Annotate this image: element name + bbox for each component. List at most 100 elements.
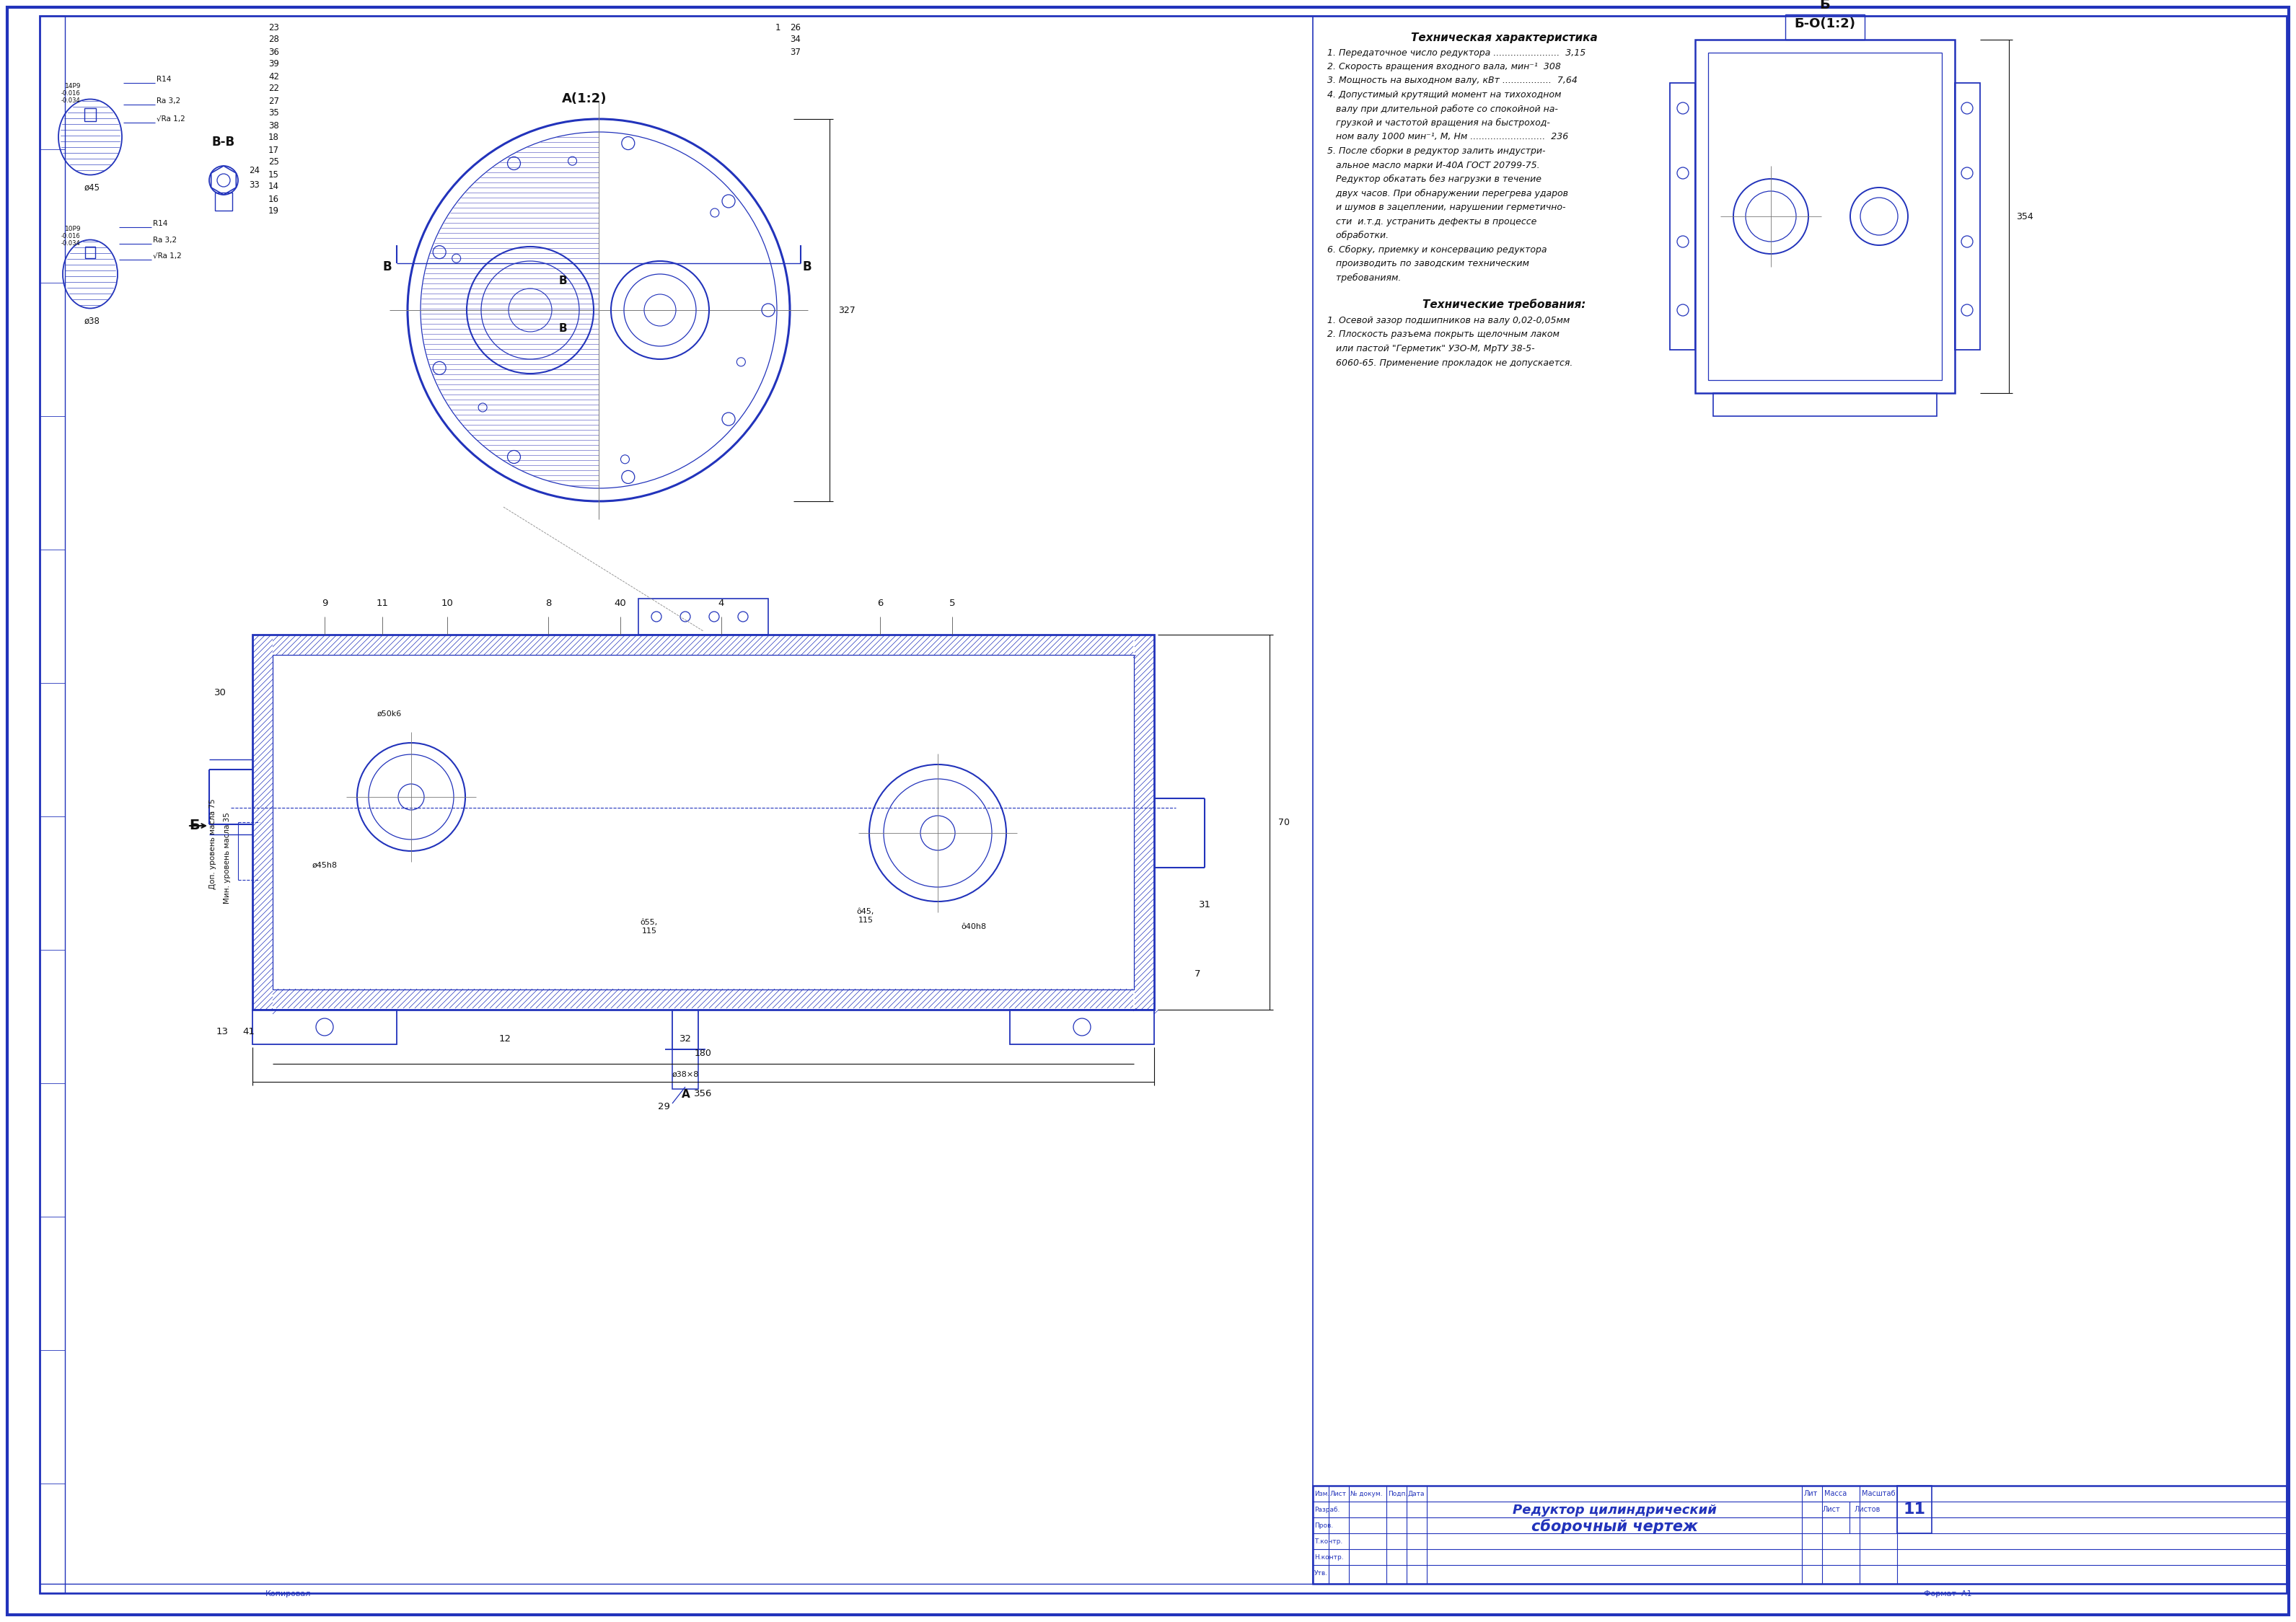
Text: Б-О(1:2): Б-О(1:2) [1793,18,1855,31]
Text: Т.контр.: Т.контр. [1313,1538,1343,1544]
Text: В-В: В-В [211,136,234,149]
Text: 25: 25 [269,157,280,167]
Text: 14Р9: 14Р9 [64,83,80,89]
Text: Б: Б [1821,0,1830,11]
Text: √Ra 1,2: √Ra 1,2 [156,115,186,123]
Text: B: B [383,261,393,274]
Text: Техническая характеристика: Техническая характеристика [1410,32,1598,44]
Text: ô40h8: ô40h8 [962,923,987,931]
Text: ø45h8: ø45h8 [312,861,338,869]
Text: 70: 70 [1279,817,1290,827]
Text: 29: 29 [657,1103,670,1111]
Bar [673,1049,698,1088]
Text: Лист: Лист [1329,1491,1348,1497]
Text: 5: 5 [948,599,955,608]
Text: 26: 26 [790,23,801,32]
Text: требованиям.: требованиям. [1327,272,1401,282]
Text: Редуктор цилиндрический: Редуктор цилиндрический [1513,1504,1717,1517]
Bar [253,634,1155,1009]
Text: 22: 22 [269,84,280,94]
Text: 12: 12 [498,1033,512,1043]
Text: Листов: Листов [1855,1505,1880,1513]
Text: 18: 18 [269,133,280,143]
Text: 11: 11 [377,599,388,608]
Text: 6: 6 [877,599,884,608]
Text: 33: 33 [248,180,259,190]
Text: 2. Скорость вращения входного вала, мин⁻¹  308: 2. Скорость вращения входного вала, мин⁻… [1327,62,1561,71]
Text: валу при длительной работе со спокойной на-: валу при длительной работе со спокойной … [1327,104,1559,114]
Text: грузкой и частотой вращения на быстроход-: грузкой и частотой вращения на быстроход… [1327,118,1550,128]
Text: 6060-65. Применение прокладок не допускается.: 6060-65. Применение прокладок не допуска… [1327,358,1573,368]
Text: Масса: Масса [1825,1491,1846,1497]
Text: № докум.: № докум. [1350,1491,1382,1497]
Bar [638,599,769,634]
Text: Н.контр.: Н.контр. [1313,1554,1343,1560]
Text: 39: 39 [269,60,280,68]
Text: сти  и.т.д. устранить дефекты в процессе: сти и.т.д. устранить дефекты в процессе [1327,217,1536,225]
Text: 10: 10 [441,599,452,608]
Text: 8: 8 [544,599,551,608]
Text: 42: 42 [269,71,280,81]
Text: 31: 31 [1199,900,1210,910]
Text: -0.016: -0.016 [62,91,80,97]
Text: -0.016: -0.016 [62,234,80,240]
Text: 356: 356 [693,1088,712,1098]
Text: 9: 9 [321,599,328,608]
Text: 36: 36 [269,47,280,57]
Text: Формат  А1: Формат А1 [1924,1590,1972,1598]
Text: 27: 27 [269,96,280,105]
Text: Пров.: Пров. [1313,1521,1334,1528]
Text: B: B [804,261,813,274]
Text: Ra 3,2: Ra 3,2 [154,237,177,243]
Text: 37: 37 [790,47,801,57]
Bar [273,655,1134,989]
Text: 28: 28 [269,36,280,44]
Bar [1786,15,1864,39]
Text: 30: 30 [214,688,225,697]
Text: √Ra 1,2: √Ra 1,2 [154,253,181,260]
Text: Технические требования:: Технические требования: [1421,298,1587,310]
Text: 23: 23 [269,23,280,32]
Text: B: B [558,323,567,334]
Bar [1669,83,1694,350]
Text: 6. Сборку, приемку и консервацию редуктора: 6. Сборку, приемку и консервацию редукто… [1327,245,1548,255]
Text: ном валу 1000 мин⁻¹, М, Нм ..........................  236: ном валу 1000 мин⁻¹, М, Нм .............… [1327,133,1568,141]
Text: Б: Б [188,819,200,832]
Text: 11: 11 [1903,1502,1926,1517]
Text: 10Р9: 10Р9 [64,225,80,232]
Text: 17: 17 [269,146,280,154]
Bar [216,193,232,211]
Text: Лит: Лит [1805,1491,1818,1497]
Text: двух часов. При обнаружении перегрева ударов: двух часов. При обнаружении перегрева уд… [1327,188,1568,198]
Text: Доп. уровень масла 75: Доп. уровень масла 75 [209,798,216,889]
Text: ø38: ø38 [85,316,101,326]
Bar [1708,52,1942,380]
Text: Утв.: Утв. [1313,1570,1327,1577]
Text: 4: 4 [719,599,723,608]
Text: и шумов в зацеплении, нарушении герметично-: и шумов в зацеплении, нарушении герметич… [1327,203,1566,212]
Bar [85,247,94,258]
Text: B: B [558,276,567,287]
Text: альное масло марки И-40А ГОСТ 20799-75.: альное масло марки И-40А ГОСТ 20799-75. [1327,161,1541,170]
Text: R14: R14 [154,221,168,227]
Text: R14: R14 [156,76,172,83]
Text: 1: 1 [776,23,781,32]
Text: 41: 41 [243,1027,255,1036]
Text: Лист: Лист [1823,1505,1841,1513]
Text: Мин. уровень масла 35: Мин. уровень масла 35 [223,813,232,903]
Text: 15: 15 [269,170,280,178]
Text: 38: 38 [269,120,280,130]
Bar [253,1009,397,1045]
Text: A: A [682,1090,691,1100]
Text: 180: 180 [696,1049,712,1059]
Text: ø45: ø45 [85,183,101,191]
Text: 1. Осевой зазор подшипников на валу 0,02-0,05мм: 1. Осевой зазор подшипников на валу 0,02… [1327,316,1570,326]
Bar [1896,1486,1931,1533]
Text: ô45,
115: ô45, 115 [856,908,875,923]
Text: 2. Плоскость разъема покрыть щелочным лаком: 2. Плоскость разъема покрыть щелочным ла… [1327,329,1559,339]
Text: Разраб.: Разраб. [1313,1507,1341,1513]
Text: 34: 34 [790,36,801,44]
Bar [85,109,96,122]
Bar [1313,1486,2287,1583]
Text: 7: 7 [1194,968,1201,978]
